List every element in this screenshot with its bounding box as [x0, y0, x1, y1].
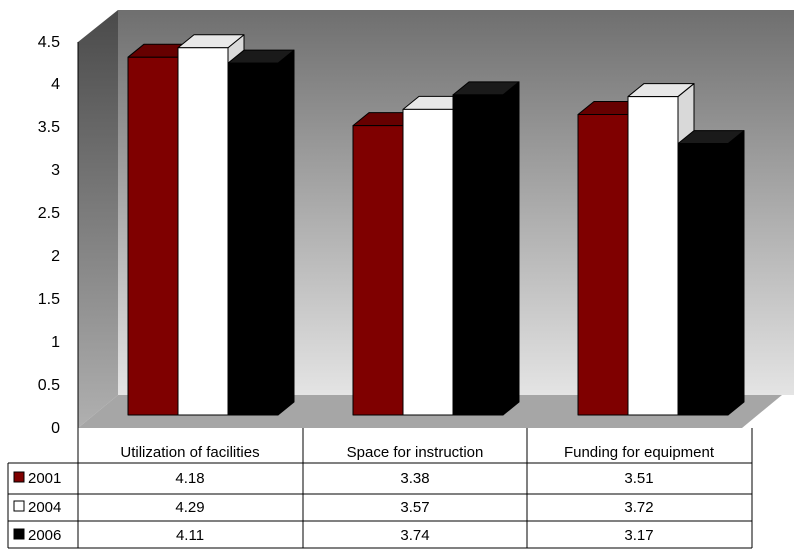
bar-front — [177, 47, 229, 416]
table-value: 3.57 — [400, 499, 429, 516]
chart-side-wall — [78, 10, 118, 428]
table-value: 3.38 — [400, 470, 429, 487]
table-value: 4.11 — [176, 527, 204, 544]
bar-side — [727, 130, 745, 416]
y-tick-label: 2 — [51, 248, 60, 265]
bar-front — [627, 96, 679, 416]
bar-front — [452, 94, 504, 416]
bar-front — [402, 108, 454, 416]
y-tick-label: 0.5 — [38, 377, 60, 394]
y-tick-label: 3 — [51, 162, 60, 179]
legend-label-2004: 2004 — [28, 499, 61, 516]
category-label: Space for instruction — [347, 444, 484, 461]
bar-side — [502, 81, 520, 416]
y-tick-label: 1.5 — [38, 291, 60, 308]
bar — [677, 130, 745, 416]
legend-key-2001 — [13, 471, 25, 483]
y-tick-label: 0 — [51, 420, 60, 437]
y-tick-label: 4.5 — [38, 34, 60, 51]
table-value: 4.29 — [175, 499, 204, 516]
y-axis-ticks: 0 0.5 1 1.5 2 2.5 3 3.5 4 4.5 — [38, 34, 60, 437]
bar-front — [227, 62, 279, 416]
table-value: 3.51 — [624, 470, 653, 487]
legend-key-2004 — [13, 500, 25, 512]
y-tick-label: 3.5 — [38, 119, 60, 136]
bar-front — [577, 114, 629, 416]
category-label: Funding for equipment — [564, 444, 715, 461]
bar-side — [277, 49, 295, 416]
y-tick-label: 2.5 — [38, 205, 60, 222]
table-value: 4.18 — [175, 470, 204, 487]
legend-label-2006: 2006 — [28, 527, 61, 544]
legend-key-2006 — [13, 528, 25, 540]
y-tick-label: 1 — [51, 334, 60, 351]
bar — [227, 49, 295, 416]
bar-front — [677, 143, 729, 416]
table-value: 3.72 — [624, 499, 653, 516]
bar — [452, 81, 520, 416]
data-table — [7, 428, 753, 549]
bar-group — [127, 34, 745, 416]
bar-front — [127, 56, 179, 416]
table-value: 3.74 — [400, 527, 429, 544]
bar-front — [352, 125, 404, 416]
y-tick-label: 4 — [51, 76, 60, 93]
legend-label-2001: 2001 — [28, 470, 61, 487]
table-value: 3.17 — [624, 527, 653, 544]
category-label: Utilization of facilities — [120, 444, 259, 461]
